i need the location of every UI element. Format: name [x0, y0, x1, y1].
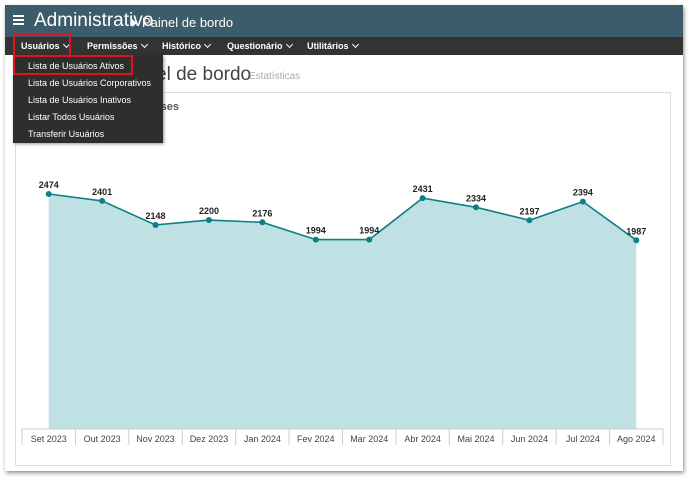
value-label: 2394	[573, 188, 593, 198]
x-tick-label: Jun 2024	[511, 434, 548, 444]
x-tick-label: Ago 2024	[617, 434, 656, 444]
menu-icon[interactable]	[13, 15, 29, 29]
x-tick-label: Mai 2024	[458, 434, 495, 444]
dropdown: Lista de Usuários Ativos Lista de Usuári…	[13, 55, 163, 143]
value-label: 2431	[413, 184, 433, 194]
point	[205, 217, 212, 224]
content: Painel de bordo Estatísticas Últimos 12 …	[5, 55, 683, 471]
line	[48, 193, 637, 241]
point	[366, 236, 373, 243]
x-tick-label: Jan 2024	[244, 434, 281, 444]
point	[526, 217, 533, 224]
value-label: 2176	[252, 208, 272, 218]
x-tick-label: Set 2023	[31, 434, 67, 444]
dropdown-item[interactable]: Transferir Usuários	[28, 129, 105, 139]
value-label: 2334	[466, 193, 486, 203]
menu-item[interactable]: Permissões	[87, 41, 147, 51]
highlight-box	[13, 34, 71, 57]
app-window: Administrativo Painel de bordo Usuários …	[5, 5, 683, 471]
value-label: 2197	[519, 206, 539, 216]
chart: 2474 Set 2023 2401 Out 2023 2148 Nov 2023 2200…	[21, 180, 664, 445]
value-label: 1994	[359, 226, 379, 236]
x-tick-label: Fev 2024	[297, 434, 335, 444]
dropdown-item[interactable]: Listar Todos Usuários	[28, 112, 115, 122]
dropdown-item[interactable]: Lista de Usuários Ativos	[28, 61, 125, 71]
value-label: 2200	[199, 206, 219, 216]
menu-item[interactable]: Questionário	[227, 41, 292, 51]
value-label: 1994	[306, 226, 326, 236]
header-subtitle[interactable]: Painel de bordo	[142, 15, 234, 30]
menu-item[interactable]: Usuários	[21, 41, 69, 51]
point	[45, 191, 52, 197]
x-tick-label: Out 2023	[84, 434, 121, 444]
x-tick-label: Nov 2023	[136, 434, 175, 444]
menu-item[interactable]: Histórico	[162, 41, 210, 51]
menu-item[interactable]: Utilitários	[307, 41, 358, 51]
dropdown-item[interactable]: Lista de Usuários Inativos	[28, 95, 132, 105]
value-label: 2401	[92, 187, 112, 197]
highlight-box	[13, 55, 133, 75]
point	[312, 236, 319, 243]
page-subtitle: Estatísticas	[249, 71, 301, 82]
point	[579, 198, 586, 205]
menu-bar: Usuários Permissões Histórico Questionár…	[5, 37, 683, 55]
point	[473, 204, 480, 211]
x-tick-label: Jul 2024	[566, 434, 600, 444]
point	[633, 237, 640, 244]
value-label: 1987	[626, 226, 646, 236]
header: Administrativo Painel de bordo	[5, 5, 683, 37]
x-tick-label: Abr 2024	[404, 434, 441, 444]
dropdown-item[interactable]: Lista de Usuários Corporativos	[28, 78, 152, 88]
value-label: 2474	[39, 180, 59, 190]
x-tick-label: Dez 2023	[190, 434, 229, 444]
point	[99, 197, 106, 204]
area	[48, 194, 637, 429]
x-tick-label: Mar 2024	[350, 434, 388, 444]
point	[152, 221, 159, 228]
header-title[interactable]: Administrativo	[34, 10, 154, 31]
value-label: 2148	[146, 211, 166, 221]
point	[419, 195, 426, 202]
point	[259, 219, 266, 226]
